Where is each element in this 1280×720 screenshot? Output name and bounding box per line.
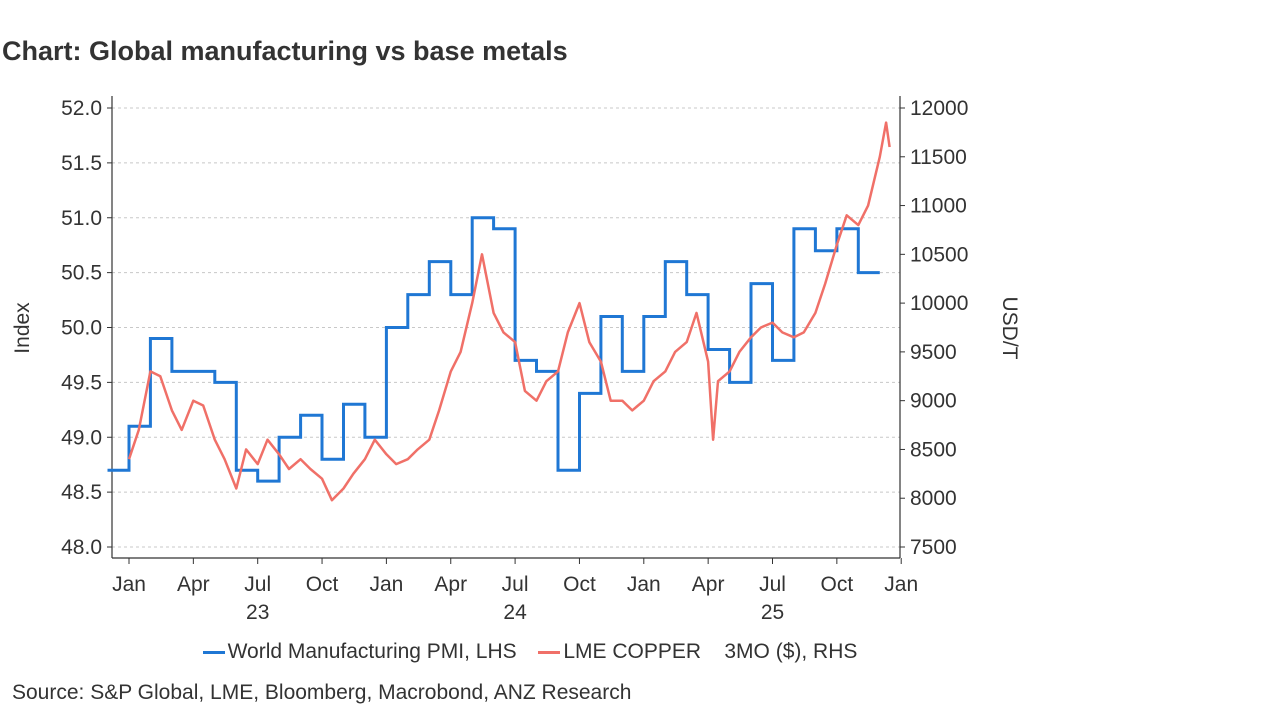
x-year-label: 23 (246, 601, 269, 624)
left-tick-label: 50.5 (61, 262, 102, 285)
series-line-copper (127, 121, 891, 502)
x-tick-label: Jan (627, 573, 661, 596)
x-tick-label: Jan (369, 573, 403, 596)
legend-item-pmi: World Manufacturing PMI, LHS (202, 640, 517, 664)
left-tick-label: 48.0 (61, 536, 102, 559)
x-year-label: 24 (503, 601, 527, 624)
right-tick-label: 8500 (910, 438, 957, 461)
left-tick-label: 48.5 (61, 481, 102, 504)
legend-label-pmi: World Manufacturing PMI, LHS (227, 640, 517, 664)
right-tick-label: 7500 (910, 536, 957, 559)
right-tick-label: 10000 (910, 292, 968, 315)
axes (111, 96, 901, 559)
series-line-pmi (107, 216, 880, 483)
x-tick-label: Oct (821, 573, 854, 596)
right-tick-label: 8000 (910, 487, 957, 510)
chart-title: Chart: Global manufacturing vs base meta… (2, 36, 568, 66)
x-tick-label: Oct (306, 573, 339, 596)
x-tick-label: Jul (759, 573, 786, 596)
x-tick-label: Apr (434, 573, 467, 596)
x-tick-label: Oct (563, 573, 596, 596)
right-tick-label: 9500 (910, 341, 957, 364)
x-tick-label: Jan (884, 573, 918, 596)
x-year-label: 25 (761, 601, 784, 624)
legend-label-copper: LME COPPER 3MO ($), RHS (563, 640, 858, 664)
right-tick-label: 9000 (910, 390, 957, 413)
right-tick-label: 10500 (910, 243, 968, 266)
left-axis-ticks: 52.0 51.5 51.0 50.5 50.0 49.5 49.0 48.5 48.0 (61, 97, 112, 559)
x-tick-label: Jul (244, 573, 271, 596)
legend-item-copper: LME COPPER 3MO ($), RHS (538, 640, 857, 664)
x-tick-label: Jul (502, 573, 529, 596)
x-tick-label: Apr (692, 573, 725, 596)
legend-swatch-pmi (202, 651, 225, 655)
right-axis-title: USD/T (998, 297, 1021, 360)
right-tick-label: 11000 (910, 195, 967, 218)
right-axis-ticks: 12000 11500 11000 10500 10000 9500 9000 8500 800… (900, 97, 968, 559)
left-tick-label: 51.5 (61, 152, 102, 175)
x-tick-label: Apr (177, 573, 210, 596)
series-lines (107, 121, 891, 502)
right-tick-label: 11500 (910, 146, 967, 169)
grid-lines (112, 107, 900, 548)
left-tick-label: 49.0 (61, 426, 102, 449)
source-note: Source: S&P Global, LME, Bloomberg, Macr… (12, 681, 632, 704)
left-tick-label: 52.0 (61, 97, 102, 120)
legend: World Manufacturing PMI, LHS LME COPPER … (0, 640, 1060, 664)
legend-swatch-copper (538, 651, 561, 655)
x-tick-label: Jan (112, 573, 146, 596)
left-tick-label: 51.0 (61, 207, 102, 230)
x-axis-ticks: Jan Apr Jul Oct Jan Apr Jul Oct Jan Apr Jul Oct Jan 2… (112, 558, 918, 624)
left-axis-title: Index (11, 302, 34, 354)
left-tick-label: 49.5 (61, 371, 102, 394)
right-tick-label: 12000 (910, 97, 968, 120)
left-tick-label: 50.0 (61, 317, 102, 340)
